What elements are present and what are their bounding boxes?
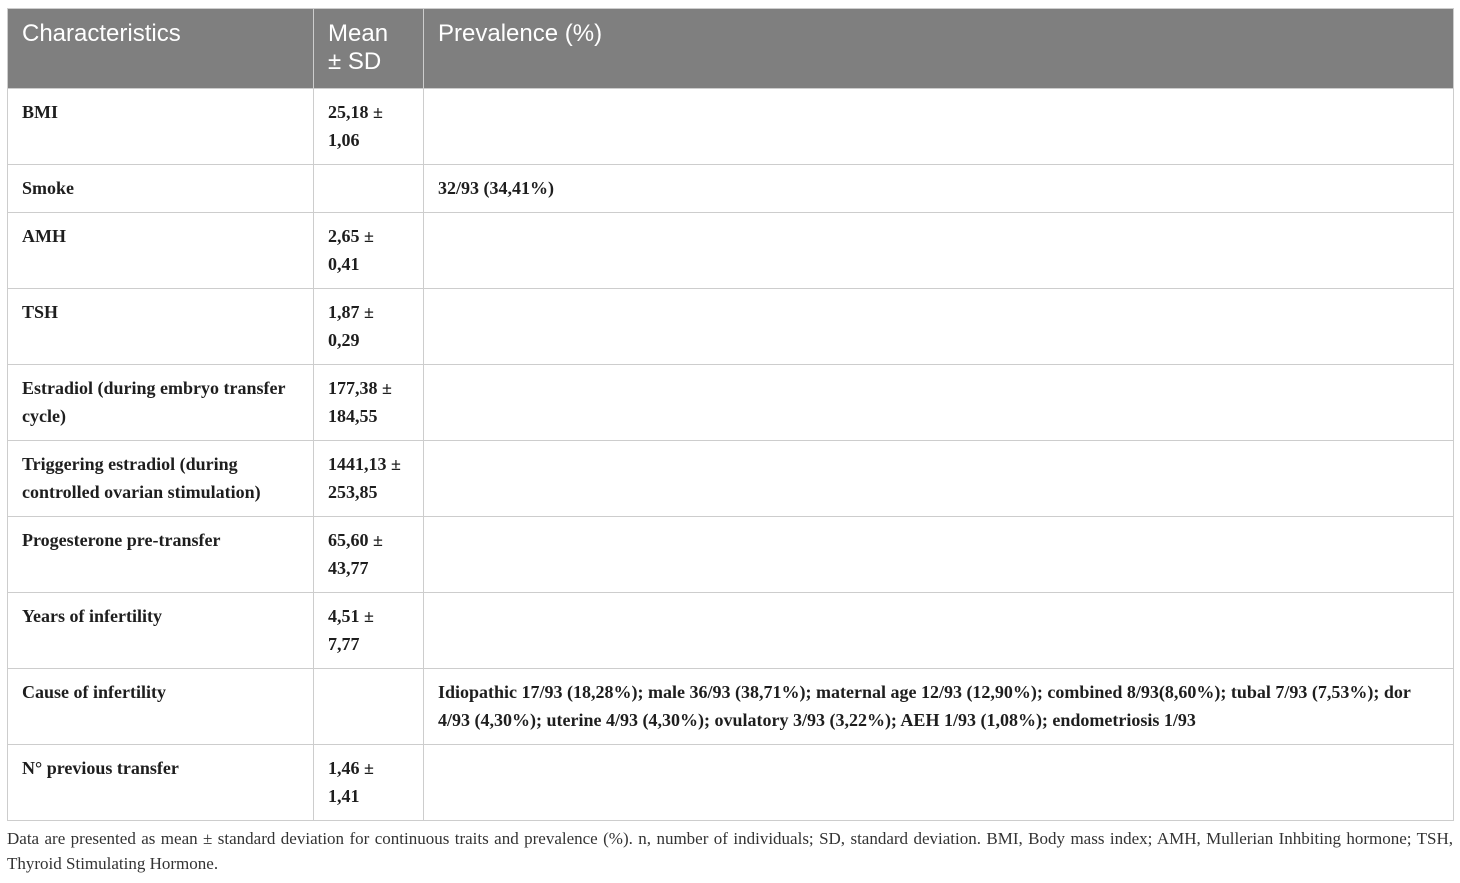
table-row-years-infertility: Years of infertility 4,51 ± 7,77 <box>7 592 1454 669</box>
table-row-smoke: Smoke 32/93 (34,41%) <box>7 164 1454 213</box>
prevalence-cell <box>423 364 1454 441</box>
table-row-amh: AMH 2,65 ± 0,41 <box>7 212 1454 289</box>
header-mean-sd: Mean ± SD <box>313 8 424 89</box>
characteristic-cell: Estradiol (during embryo transfer cycle) <box>7 364 314 441</box>
table-row-estradiol: Estradiol (during embryo transfer cycle)… <box>7 364 1454 441</box>
prevalence-cell: 32/93 (34,41%) <box>423 164 1454 213</box>
mean-sd-cell: 1441,13 ± 253,85 <box>313 440 424 517</box>
table-row-bmi: BMI 25,18 ± 1,06 <box>7 88 1454 165</box>
header-prevalence: Prevalence (%) <box>423 8 1454 89</box>
mean-sd-cell: 65,60 ± 43,77 <box>313 516 424 593</box>
characteristic-cell: TSH <box>7 288 314 365</box>
mean-sd-cell <box>313 164 424 213</box>
characteristic-cell: Years of infertility <box>7 592 314 669</box>
prevalence-cell <box>423 744 1454 821</box>
table-row-progesterone: Progesterone pre-transfer 65,60 ± 43,77 <box>7 516 1454 593</box>
characteristic-cell: Cause of infertility <box>7 668 314 745</box>
table-row-cause-infertility: Cause of infertility Idiopathic 17/93 (1… <box>7 668 1454 745</box>
mean-sd-cell: 2,65 ± 0,41 <box>313 212 424 289</box>
characteristic-cell: AMH <box>7 212 314 289</box>
table-body: BMI 25,18 ± 1,06 Smoke 32/93 (34,41%) AM… <box>7 88 1454 821</box>
mean-sd-cell: 1,87 ± 0,29 <box>313 288 424 365</box>
mean-sd-cell: 1,46 ± 1,41 <box>313 744 424 821</box>
characteristics-table: Characteristics Mean ± SD Prevalence (%)… <box>7 8 1454 821</box>
characteristic-cell: Progesterone pre-transfer <box>7 516 314 593</box>
characteristics-table-container: Characteristics Mean ± SD Prevalence (%)… <box>7 8 1454 821</box>
characteristic-cell: Smoke <box>7 164 314 213</box>
characteristic-cell: Triggering estradiol (during controlled … <box>7 440 314 517</box>
header-row: Characteristics Mean ± SD Prevalence (%) <box>7 8 1454 89</box>
mean-sd-cell: 25,18 ± 1,06 <box>313 88 424 165</box>
characteristic-cell: BMI <box>7 88 314 165</box>
prevalence-cell <box>423 592 1454 669</box>
prevalence-cell: Idiopathic 17/93 (18,28%); male 36/93 (3… <box>423 668 1454 745</box>
header-characteristics: Characteristics <box>7 8 314 89</box>
prevalence-cell <box>423 212 1454 289</box>
mean-sd-cell: 177,38 ± 184,55 <box>313 364 424 441</box>
characteristic-cell: N° previous transfer <box>7 744 314 821</box>
mean-sd-cell: 4,51 ± 7,77 <box>313 592 424 669</box>
mean-sd-cell <box>313 668 424 745</box>
table-row-tsh: TSH 1,87 ± 0,29 <box>7 288 1454 365</box>
prevalence-cell <box>423 288 1454 365</box>
table-row-previous-transfer: N° previous transfer 1,46 ± 1,41 <box>7 744 1454 821</box>
prevalence-cell <box>423 516 1454 593</box>
prevalence-cell <box>423 440 1454 517</box>
prevalence-cell <box>423 88 1454 165</box>
table-row-triggering-estradiol: Triggering estradiol (during controlled … <box>7 440 1454 517</box>
table-header: Characteristics Mean ± SD Prevalence (%) <box>7 8 1454 89</box>
table-footnote: Data are presented as mean ± standard de… <box>7 829 1453 873</box>
